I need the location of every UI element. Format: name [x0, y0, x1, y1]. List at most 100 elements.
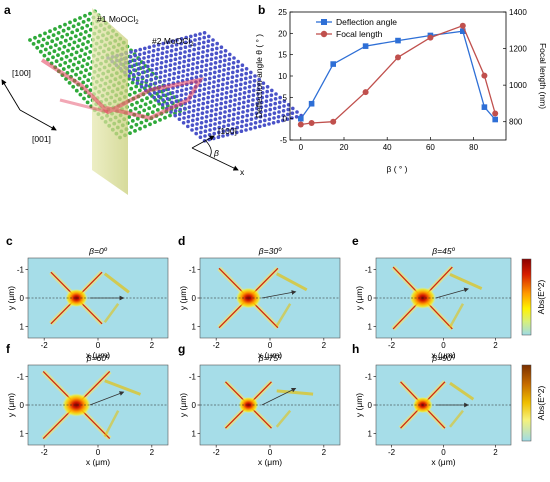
- lattice-atom: [214, 107, 218, 112]
- lattice-atom: [40, 43, 45, 48]
- y-left-tick-label: -5: [280, 136, 288, 145]
- lattice-atom: [81, 58, 86, 63]
- lattice-atom: [187, 105, 192, 109]
- map-f-refracted-beam: [104, 379, 142, 396]
- lattice-atom: [184, 92, 188, 96]
- lattice-atom: [174, 43, 179, 47]
- lattice-atom: [247, 94, 251, 99]
- lattice-atom: [82, 74, 87, 79]
- map-h-xlabel: x (μm): [431, 457, 455, 467]
- map-y-tick-label: 1: [20, 323, 25, 332]
- lattice-atom: [182, 116, 186, 120]
- lattice-atom: [206, 39, 211, 43]
- lattice-atom: [295, 110, 299, 114]
- lattice-atom: [52, 49, 57, 54]
- lattice-atom: [205, 53, 209, 58]
- lattice-atom: [147, 45, 152, 49]
- map-c-ylabel: y (μm): [6, 286, 16, 310]
- lattice-atom: [209, 57, 214, 61]
- series-0-point: [362, 43, 369, 49]
- colorbar-bottom: Abs(E^2): [521, 364, 546, 442]
- lattice-atom: [196, 51, 201, 55]
- lattice-atom: [221, 73, 226, 77]
- lattice-atom: [244, 128, 248, 132]
- map-h-refracted-beam-2: [449, 409, 464, 428]
- lattice-atom: [81, 42, 85, 46]
- lattice-atom: [170, 44, 174, 48]
- lattice-atom: [212, 80, 216, 84]
- lattice-atom: [210, 104, 214, 108]
- lattice-atom: [271, 121, 276, 125]
- lattice-atom: [281, 118, 285, 123]
- lattice-atom: [164, 64, 168, 69]
- lattice-atom: [65, 32, 70, 37]
- lattice-atom: [213, 117, 218, 121]
- map-h-refracted-beam: [449, 381, 475, 401]
- map-x-tick-label: -2: [213, 448, 221, 457]
- lattice-atom: [214, 56, 218, 60]
- lattice-atom: [148, 92, 152, 96]
- lattice-atom: [221, 129, 226, 133]
- lattice-atom: [211, 85, 216, 89]
- lattice-atom: [179, 93, 184, 97]
- map-x-tick-label: -2: [213, 341, 221, 350]
- lattice-atom: [230, 131, 234, 136]
- lattice-atom: [263, 118, 267, 123]
- lattice-atom: [145, 69, 150, 73]
- lattice-atom: [192, 99, 197, 103]
- lattice-atom: [187, 53, 191, 58]
- y-left-tick-label: 15: [278, 51, 287, 60]
- beam-path: [40, 58, 205, 121]
- lattice-atom: [140, 80, 144, 84]
- lattice-atom: [50, 39, 55, 44]
- lattice-atom: [180, 88, 184, 93]
- lattice-atom: [156, 43, 161, 47]
- lattice-atom: [223, 110, 227, 114]
- map-y-tick-label: 0: [20, 401, 25, 410]
- lattice-atom: [261, 86, 265, 90]
- map-g: -2 0 2 -1 0 1 x (μm) y (μm) β=75º: [178, 353, 341, 467]
- lattice-atom: [221, 134, 225, 138]
- map-g-xlabel: x (μm): [258, 457, 282, 467]
- lattice-atom: [200, 116, 204, 120]
- lattice-atom: [179, 46, 183, 51]
- series-0-point: [330, 61, 336, 67]
- panel-label-d: d: [178, 234, 185, 248]
- lattice-atom: [67, 42, 72, 47]
- lattice-atom: [205, 110, 209, 114]
- chart-series: [297, 22, 499, 128]
- lattice-atom: [148, 100, 153, 104]
- lattice-atom: [133, 106, 138, 111]
- map-x-tick-label: 0: [441, 341, 446, 350]
- lattice-atom: [209, 62, 213, 66]
- lattice-atom: [139, 85, 144, 89]
- lattice-atom: [173, 113, 177, 118]
- lattice-atom: [53, 43, 58, 47]
- lattice-atom: [195, 70, 199, 75]
- map-g-arrow: [261, 388, 297, 406]
- lattice-atom: [223, 105, 228, 109]
- lattice-atom: [269, 98, 273, 102]
- lattice-atom: [150, 63, 155, 67]
- lattice-atom: [219, 50, 223, 54]
- lattice-atom: [195, 61, 200, 65]
- lattice-atom: [206, 44, 210, 48]
- lattice-atom: [204, 115, 209, 119]
- lattice-atom: [182, 55, 187, 59]
- lattice-atom: [245, 109, 250, 113]
- map-x-tick-label: 2: [493, 341, 498, 350]
- lattice-atom: [54, 59, 59, 64]
- lattice-atom: [165, 97, 170, 101]
- lattice-atom: [85, 62, 90, 66]
- lattice-atom: [159, 61, 164, 65]
- lattice-atom: [192, 104, 196, 108]
- lattice-atom: [142, 108, 147, 113]
- lattice-atom: [231, 117, 236, 121]
- lattice-atom: [265, 94, 269, 99]
- lattice-atom: [272, 116, 276, 120]
- lattice-atom: [201, 50, 205, 54]
- lattice-atom: [212, 127, 217, 131]
- lattice-atom: [201, 97, 206, 101]
- lattice-atom: [148, 122, 152, 127]
- axis-001-label: [001]: [32, 134, 51, 144]
